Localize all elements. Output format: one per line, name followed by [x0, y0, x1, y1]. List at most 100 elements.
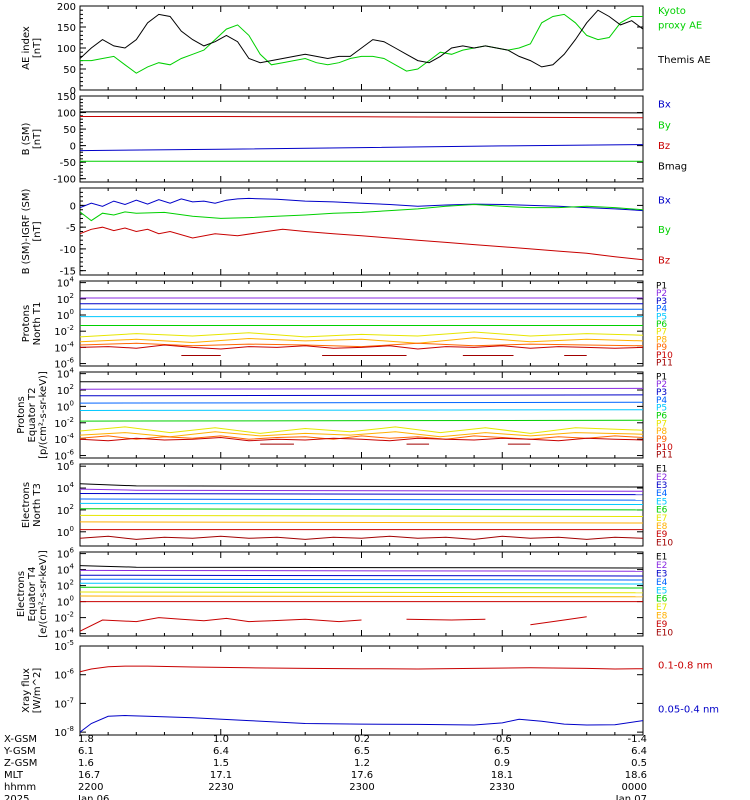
- ytick-label-bdiff: 0: [70, 201, 76, 212]
- legend-p1-P6: P6: [656, 320, 667, 330]
- series-bdiff-Bz: [80, 226, 643, 261]
- legend-e3-E1: E1: [656, 465, 667, 475]
- ephemeris-value: 6.5: [354, 746, 370, 757]
- ytick-label-p2: 100: [57, 399, 74, 413]
- ephemeris-value: 0000: [622, 782, 647, 793]
- ytick-label-ae: 100: [57, 44, 76, 55]
- legend-ae: Themis AE: [657, 55, 711, 66]
- ytick-label-e3: 100: [57, 525, 74, 539]
- legend-e4-E10: E10: [656, 628, 673, 638]
- ephemeris-value: -1.4: [627, 734, 647, 745]
- ylabel-ae: AE index: [21, 26, 32, 70]
- ytick-label-ae: 200: [57, 2, 76, 13]
- ephemeris-value: 18.6: [625, 770, 647, 781]
- series-group-xray: [80, 665, 643, 733]
- legend-p2-P9: P9: [656, 435, 667, 445]
- ylabel-b: [nT]: [32, 129, 43, 149]
- panel-frame-p1: [79, 280, 644, 367]
- ephemeris-label: MLT: [4, 770, 24, 781]
- ytick-label-bdiff: -5: [66, 223, 76, 234]
- ytick-label-p1: 10-4: [54, 340, 74, 354]
- series-p2-P2: [80, 387, 643, 390]
- series-e3-E10: [80, 535, 643, 540]
- series-e4-E7: [80, 591, 643, 594]
- legend-p1-P9: P9: [656, 343, 667, 353]
- panel-b: -100 -50 0 50 100 150 B (SM) [nT] Bx By Bz Bmag: [21, 92, 687, 186]
- ephemeris-label: X-GSM: [4, 734, 37, 745]
- ephemeris-label: Y-GSM: [3, 746, 36, 757]
- ylabel-p2: Protons: [16, 396, 27, 433]
- series-b-Bx: [80, 144, 643, 152]
- ytick-label-b: 0: [70, 142, 76, 153]
- ytick-label-p1: 104: [57, 276, 75, 290]
- panel-xray: 10-8 10-7 10-6 10-5 Xray flux [W/m^2] 0.1-0.8 …: [21, 639, 719, 739]
- ytick-label-ae: 50: [63, 65, 76, 76]
- panel-frame-xray: [79, 645, 644, 736]
- ytick-label-xray: 10-7: [54, 696, 74, 710]
- series-ae-Themis-AE: [80, 9, 643, 68]
- series-e4-E4: [80, 578, 643, 581]
- legend-p1-P4: P4: [656, 305, 667, 315]
- ephemeris-value: Jan 06: [77, 794, 109, 800]
- series-p2-P4: [80, 401, 643, 404]
- series-p1-P10: [80, 344, 643, 350]
- ytick-label-xray: 10-6: [54, 668, 74, 682]
- series-p2-P5: [80, 409, 643, 411]
- ephemeris-value: 0.2: [354, 734, 370, 745]
- legend-e4-E1: E1: [656, 553, 667, 563]
- ytick-label-b: -100: [53, 175, 76, 186]
- series-p2-P9: [80, 435, 643, 440]
- panel-frame-e4: [79, 551, 644, 637]
- legend-bdiff: By: [658, 225, 671, 236]
- legend-p1-P3: P3: [656, 297, 667, 307]
- series-e3-E6: [80, 508, 643, 511]
- ylabel-b: B (SM): [21, 122, 32, 155]
- legend-p2-P1: P1: [656, 372, 667, 382]
- series-bdiff-By: [80, 203, 643, 222]
- legend-p2-P5: P5: [656, 404, 667, 414]
- legend-e4-E8: E8: [656, 612, 668, 622]
- ephemeris-value: 2300: [349, 782, 374, 793]
- legend-e4-E3: E3: [656, 570, 667, 580]
- ylabel-p1: Protons: [21, 305, 32, 342]
- legend-e3-E3: E3: [656, 481, 667, 491]
- series-e3-E5: [80, 502, 643, 505]
- legend-b: Bz: [658, 141, 670, 152]
- ytick-label-p1: 10-2: [54, 324, 74, 338]
- ytick-label-p2: 10-2: [54, 416, 74, 430]
- series-group-bdiff: [80, 197, 643, 261]
- ytick-label-p2: 102: [57, 383, 74, 397]
- legend-e3-E8: E8: [656, 522, 668, 532]
- ylabel-p2: Equator T2: [27, 388, 38, 443]
- series-e4-E2: [80, 569, 643, 572]
- series-e4-E10: [80, 617, 272, 632]
- legend-e3-E6: E6: [656, 506, 668, 516]
- legend-p1-P7: P7: [656, 328, 667, 338]
- ytick-label-xray: 10-8: [54, 725, 74, 739]
- ylabel-e4: [e/(cm²-s-sr-keV)]: [38, 550, 49, 638]
- series-xray-0-1-0-8-nm: [80, 665, 643, 673]
- ytick-label-e3: 106: [57, 459, 75, 473]
- ephemeris-value: 1.2: [354, 758, 370, 769]
- ephemeris-label: hhmm: [4, 782, 36, 793]
- series-e3-E7: [80, 514, 643, 517]
- series-e3-E4: [80, 498, 643, 501]
- panel-frame-e3: [79, 463, 644, 547]
- ytick-label-p1: 100: [57, 308, 74, 322]
- ephemeris-label: 2025: [4, 794, 29, 800]
- ephemeris-value: 2230: [208, 782, 233, 793]
- legend-p2-P8: P8: [656, 427, 667, 437]
- series-e4-E3: [80, 574, 643, 577]
- ylabel-p2: [p/(cm²-s-sr-keV)]: [38, 371, 49, 459]
- legend-p1-P2: P2: [656, 289, 667, 299]
- series-b-Bmag: [80, 111, 643, 114]
- legend-e3-E4: E4: [656, 489, 668, 499]
- series-e3-E1: [80, 483, 643, 488]
- legend-bdiff: Bz: [658, 255, 670, 266]
- series-e3-E2: [80, 488, 643, 492]
- ylabel-bdiff: [nT]: [32, 221, 43, 241]
- ytick-label-e4: 106: [57, 547, 75, 561]
